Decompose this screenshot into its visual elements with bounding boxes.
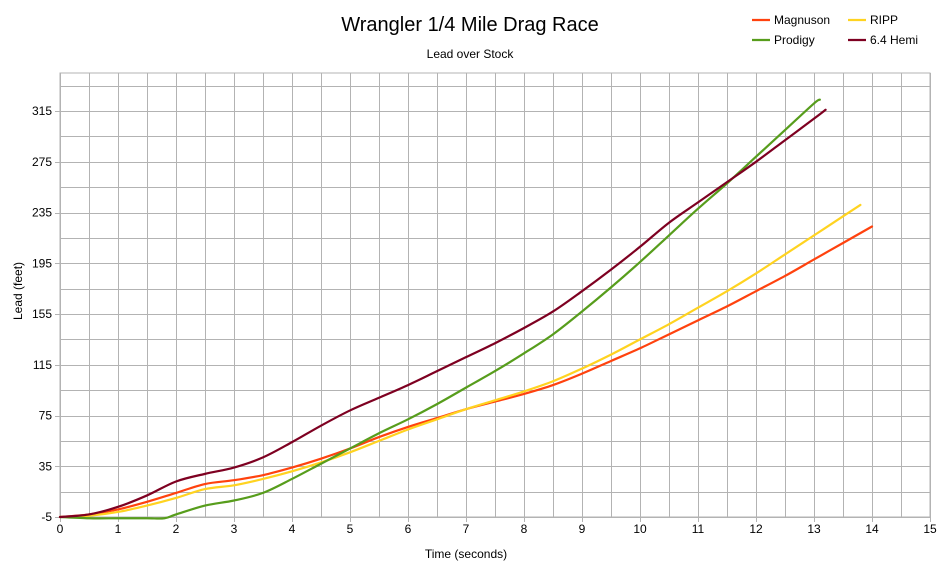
legend-item-6-4-hemi: 6.4 Hemi [848,33,918,47]
legend-item-magnuson: Magnuson [752,13,830,27]
series-lines [58,98,874,520]
series-line-ripp [58,203,862,519]
x-tick-label: 10 [633,522,647,536]
y-tick-label: 275 [32,155,52,169]
legend-label: 6.4 Hemi [870,33,918,47]
series-line-6-4-hemi [58,108,827,519]
tick-labels: 0 1 2 3 4 5 6 7 8 9 10 11 12 13 14 15-53575115155195235… [32,104,937,536]
y-tick-label: 115 [33,358,52,372]
chart-subtitle: Lead over Stock [427,47,515,61]
grid [55,72,931,522]
y-tick-label: -5 [41,510,52,524]
x-tick-label: 7 [463,522,470,536]
x-tick-label: 1 [115,522,122,536]
legend-label: Magnuson [774,13,830,27]
y-tick-label: 195 [32,256,52,270]
y-tick-label: 315 [32,104,52,118]
x-tick-label: 11 [692,522,705,536]
x-tick-label: 15 [923,522,937,536]
x-tick-label: 14 [865,522,879,536]
x-tick-label: 3 [231,522,238,536]
y-tick-label: 235 [32,206,52,220]
x-axis-label: Time (seconds) [425,547,507,561]
legend-label: Prodigy [774,33,815,47]
legend-label: RIPP [870,13,898,27]
series-line-prodigy [58,98,821,520]
legend: Magnuson RIPP Prodigy 6.4 Hemi [752,13,918,47]
x-tick-label: 13 [807,522,821,536]
y-axis-label: Lead (feet) [11,262,25,320]
y-tick-label: 35 [39,459,53,473]
x-tick-label: 2 [173,522,180,536]
x-tick-label: 5 [347,522,354,536]
chart-title: Wrangler 1/4 Mile Drag Race [341,14,599,36]
legend-item-ripp: RIPP [848,13,898,27]
x-tick-label: 8 [521,522,528,536]
legend-item-prodigy: Prodigy [752,33,815,47]
x-tick-label: 4 [289,522,296,536]
x-tick-label: 6 [405,522,412,536]
x-tick-label: 0 [57,522,64,536]
x-tick-label: 9 [579,522,586,536]
y-tick-label: 155 [32,307,52,321]
x-tick-label: 12 [749,522,763,536]
y-tick-label: 75 [39,409,53,423]
